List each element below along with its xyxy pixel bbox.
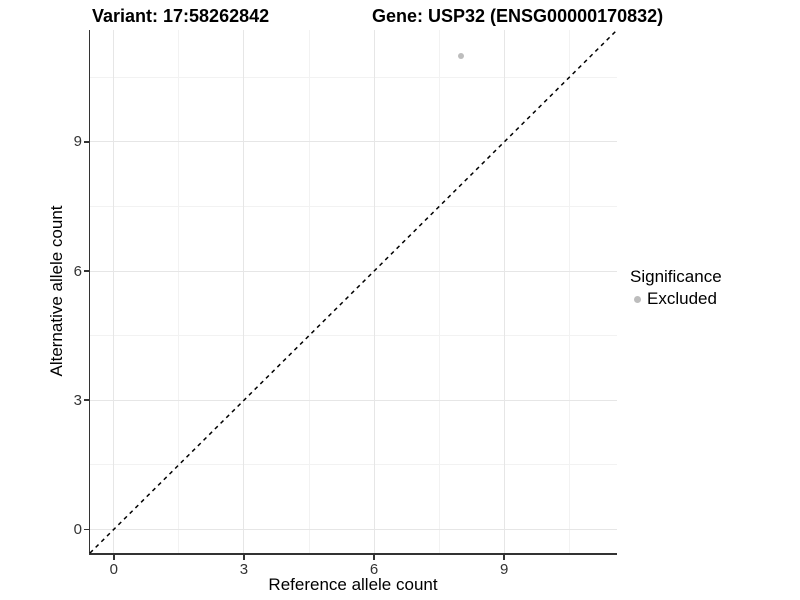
plot-title-gene: Gene: USP32 (ENSG00000170832) (372, 6, 664, 26)
legend-entry-label: Excluded (647, 289, 717, 308)
y-gridline-major (90, 270, 617, 272)
y-axis-line (88, 30, 90, 555)
y-gridline-major (90, 528, 617, 530)
x-axis-line (88, 553, 617, 555)
y-tick-mark (83, 528, 89, 531)
x-tick-mark (113, 554, 115, 560)
x-gridline-minor (308, 30, 310, 553)
x-gridline-major (113, 30, 115, 553)
y-tick-mark (83, 399, 89, 401)
y-tick-label: 0 (73, 520, 82, 538)
y-tick-label: 3 (73, 391, 82, 409)
legend: Significance Excluded (630, 267, 722, 308)
y-tick-label: 6 (73, 262, 82, 280)
y-gridline-minor (90, 205, 617, 207)
x-gridline-major (503, 30, 505, 553)
y-gridline-major (90, 141, 617, 143)
x-gridline-minor (178, 30, 180, 553)
y-tick-mark (83, 270, 89, 272)
x-tick-mark (373, 554, 375, 560)
x-axis-title: Reference allele count (268, 575, 438, 594)
x-gridline-minor (438, 30, 440, 553)
x-gridline-major (373, 30, 375, 553)
y-gridline-major (90, 399, 617, 401)
y-gridline-minor (90, 76, 617, 78)
x-gridline-minor (568, 30, 570, 553)
x-tick-label: 9 (500, 561, 509, 578)
y-gridline-minor (90, 335, 617, 337)
x-tick-mark (503, 554, 505, 560)
data-point (457, 52, 464, 59)
legend-title: Significance (630, 267, 722, 286)
x-tick-mark (243, 554, 245, 560)
y-tick-mark (83, 141, 89, 143)
x-tick-label: 3 (239, 561, 249, 578)
plot-title-variant: Variant: 17:58262842 (92, 6, 270, 26)
x-gridline-major (243, 30, 245, 553)
y-gridline-minor (90, 464, 617, 466)
legend-point-icon (634, 295, 641, 303)
x-tick-label: 0 (109, 561, 119, 578)
y-tick-label: 9 (73, 133, 82, 151)
legend-entry-excluded: Excluded (634, 290, 722, 308)
x-tick-label: 6 (369, 561, 379, 578)
